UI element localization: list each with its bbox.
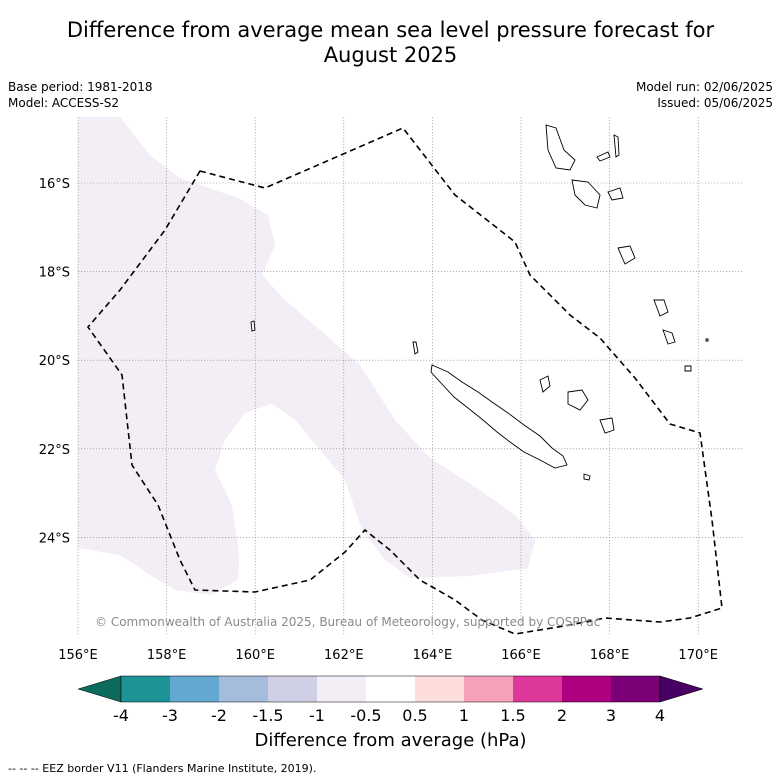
meta-left: Base period: 1981-2018 Model: ACCESS-S2	[8, 79, 153, 111]
lon-label: 166°E	[501, 648, 541, 663]
model-run: Model run: 02/06/2025	[635, 80, 773, 94]
base-period: Base period: 1981-2018	[8, 80, 153, 94]
issued-date: Issued: 05/06/2025	[657, 96, 773, 110]
eez-border	[86, 127, 723, 635]
colorbar: -4 -3 -2 -1.5 -1 -0.5 0.5 1 1.5 2 3 4	[77, 675, 704, 725]
colorbar-tick-label: -0.5	[350, 706, 381, 725]
vanuatu-tanna	[662, 329, 676, 345]
colorbar-tick-label: -2	[211, 706, 227, 725]
colorbar-segment	[366, 676, 415, 702]
colorbar-segment	[562, 676, 611, 702]
new-caledonia	[430, 364, 568, 469]
title-line-1: Difference from average mean sea level p…	[66, 18, 715, 42]
lat-label: 22°S	[39, 443, 70, 458]
colorbar-tick-label: 1	[459, 706, 469, 725]
model-name: Model: ACCESS-S2	[8, 96, 120, 110]
map-title: Difference from average mean sea level p…	[0, 18, 781, 68]
colorbar-segment	[317, 676, 366, 702]
vanuatu-efate	[617, 245, 636, 265]
colorbar-tick-label: 3	[606, 706, 616, 725]
colorbar-segment	[464, 676, 513, 702]
vanuatu-aneityum	[684, 365, 692, 372]
gridlines	[77, 117, 743, 635]
colorbar-segment	[121, 676, 170, 702]
vanuatu-ambae	[596, 151, 611, 162]
vanuatu-malakula	[571, 179, 601, 209]
lon-label: 160°E	[235, 648, 275, 663]
lat-label: 20°S	[39, 354, 70, 369]
colorbar-segment	[268, 676, 317, 702]
colorbar-min-extension	[77, 675, 122, 703]
loyalty-lifou	[567, 389, 589, 411]
lat-label: 18°S	[39, 266, 70, 281]
title-line-2: August 2025	[323, 43, 458, 67]
colorbar-segment	[611, 676, 660, 702]
vanuatu-maewo	[613, 134, 620, 158]
isle-of-pines	[583, 473, 591, 481]
colorbar-tick-label: -1.5	[252, 706, 283, 725]
longitude-labels: 156°E 158°E 160°E 162°E 164°E 166°E 168°E 170°E	[58, 648, 718, 663]
lon-label: 168°E	[590, 648, 630, 663]
lon-label: 156°E	[58, 648, 98, 663]
vanuatu-santo	[545, 124, 576, 171]
chesterfield	[250, 320, 256, 332]
colorbar-label: Difference from average (hPa)	[254, 730, 527, 751]
vanuatu-epi	[607, 187, 624, 201]
anomaly-region	[78, 117, 535, 595]
islands	[250, 124, 709, 481]
meta-right: Model run: 02/06/2025 Issued: 05/06/2025	[636, 79, 773, 111]
colorbar-tick-label: -1	[309, 706, 325, 725]
lon-label: 162°E	[324, 648, 364, 663]
colorbar-segment	[219, 676, 268, 702]
latitude-labels: 16°S 18°S 20°S 22°S 24°S	[39, 177, 70, 546]
loyalty-mare	[599, 417, 615, 434]
lon-label: 158°E	[147, 648, 187, 663]
lat-label: 24°S	[39, 531, 70, 546]
eez-legend-footnote: -- -- -- EEZ border V11 (Flanders Marine…	[8, 762, 317, 775]
colorbar-frame	[120, 675, 661, 703]
colorbar-tick-label: -4	[113, 706, 129, 725]
copyright-text: © Commonwealth of Australia 2025, Bureau…	[95, 615, 600, 629]
colorbar-tick-label: -3	[162, 706, 178, 725]
colorbar-segment	[170, 676, 219, 702]
colorbar-segment	[513, 676, 562, 702]
loyalty-ouvea	[539, 375, 551, 393]
lon-label: 170°E	[678, 648, 718, 663]
belep	[412, 341, 419, 355]
colorbar-tick-label: 1.5	[500, 706, 525, 725]
anomaly-hole	[215, 404, 362, 580]
matthew-island	[705, 338, 709, 342]
colorbar-max-extension	[659, 675, 704, 703]
lat-label: 16°S	[39, 177, 70, 192]
colorbar-tick-label: 0.5	[402, 706, 427, 725]
anomaly-fill	[78, 117, 535, 595]
lon-label: 164°E	[413, 648, 453, 663]
vanuatu-erromango	[653, 299, 669, 317]
colorbar-tick-label: 4	[655, 706, 665, 725]
colorbar-segment	[415, 676, 464, 702]
colorbar-tick-label: 2	[557, 706, 567, 725]
